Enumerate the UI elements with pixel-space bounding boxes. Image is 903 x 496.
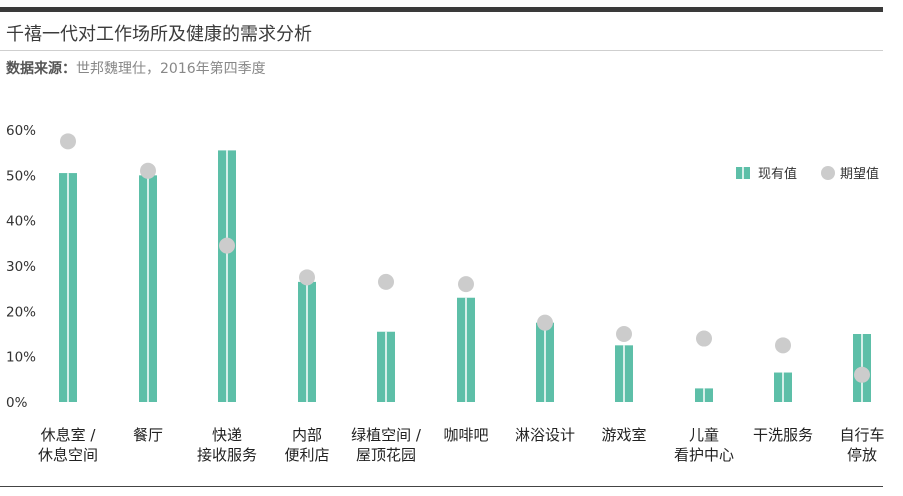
top-rule: [0, 7, 883, 12]
category-label: 游戏室: [601, 426, 646, 444]
y-tick-label: 20%: [6, 304, 36, 320]
legend-label: 期望值: [840, 166, 879, 182]
expected-point: [378, 273, 394, 290]
category-label: 咖啡吧: [443, 426, 488, 444]
expected-point: [458, 276, 474, 293]
category-label: 休息室 /: [41, 426, 97, 444]
category-label: 快递: [212, 426, 242, 444]
category-label: 接收服务: [197, 446, 257, 464]
title-divider: [0, 50, 883, 51]
category-label: 屋顶花园: [356, 446, 416, 464]
y-tick-label: 50%: [6, 168, 36, 184]
category-label: 干洗服务: [753, 426, 813, 444]
legend-label: 现有值: [758, 166, 797, 182]
source-label: 数据来源：: [6, 61, 76, 77]
category-label: 看护中心: [674, 446, 734, 464]
y-tick-label: 0%: [6, 395, 28, 411]
expected-point: [60, 133, 76, 150]
category-label: 便利店: [284, 446, 329, 464]
page-title: 千禧一代对工作场所及健康的需求分析: [6, 24, 312, 45]
category-label: 淋浴设计: [515, 426, 575, 444]
category-label: 绿植空间 /: [351, 426, 422, 444]
expected-point: [299, 269, 315, 286]
expected-point: [616, 326, 632, 342]
category-label: 停放: [847, 446, 877, 464]
legend-swatch-point: [821, 166, 835, 180]
bottom-rule: [0, 486, 883, 487]
y-tick-label: 10%: [6, 350, 36, 366]
y-tick-label: 40%: [6, 214, 36, 230]
source-text: 世邦魏理仕，2016年第四季度: [76, 61, 266, 77]
expected-point: [537, 314, 553, 331]
category-label: 自行车: [839, 426, 884, 444]
category-label: 休息空间: [38, 446, 98, 464]
category-label: 餐厅: [133, 426, 163, 444]
source-line: 数据来源：世邦魏理仕，2016年第四季度: [6, 58, 266, 78]
category-label: 儿童: [689, 426, 719, 444]
y-tick-label: 60%: [6, 123, 36, 139]
expected-point: [219, 237, 235, 254]
expected-point: [775, 337, 791, 354]
expected-point: [854, 366, 870, 383]
category-label: 内部: [292, 426, 322, 444]
expected-point: [696, 330, 712, 347]
expected-point: [140, 162, 156, 179]
y-tick-label: 30%: [6, 259, 36, 275]
